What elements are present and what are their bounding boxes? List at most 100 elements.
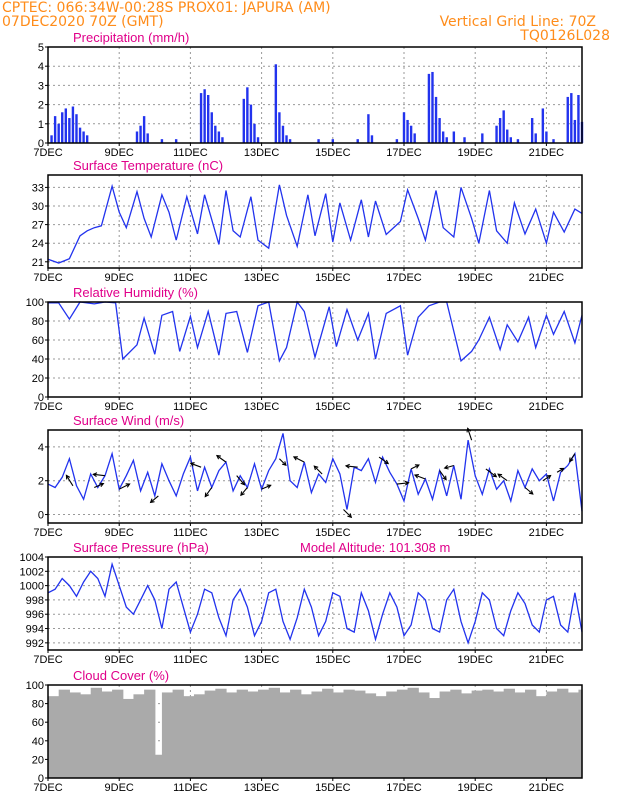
temperature-ytick-label: 24 bbox=[32, 238, 44, 250]
pressure-panel bbox=[45, 556, 583, 653]
humidity-ytick-label: 80 bbox=[32, 316, 44, 328]
cloud-area-segment bbox=[396, 689, 409, 778]
temperature-title: Surface Temperature (nC) bbox=[73, 158, 223, 173]
wind-line bbox=[47, 433, 583, 512]
temperature-xtick-label: 11DEC bbox=[173, 272, 208, 284]
temperature-xtick-label: 15DEC bbox=[315, 272, 351, 284]
cloud-area-segment bbox=[144, 689, 156, 778]
wind-vector-shaft bbox=[410, 464, 420, 470]
humidity-frame bbox=[47, 301, 583, 398]
humidity-ytick-label: 100 bbox=[26, 297, 44, 309]
cloud-area-segment bbox=[364, 693, 377, 778]
pressure-ytick-label: 1004 bbox=[20, 552, 44, 564]
wind-xtick-label: 13DEC bbox=[244, 527, 280, 539]
precipitation-bar bbox=[207, 95, 210, 143]
precipitation-bar bbox=[434, 96, 438, 143]
cloud-area-segment bbox=[578, 689, 583, 778]
wind-vector-head bbox=[92, 472, 98, 478]
cloud-xtick-label: 7DEC bbox=[33, 782, 62, 794]
cloud-area-segment bbox=[460, 693, 473, 778]
pressure-ytick-label: 998 bbox=[26, 595, 44, 607]
wind-vector-head bbox=[125, 483, 131, 488]
cloud-area-segment bbox=[535, 696, 547, 778]
precipitation-bar bbox=[274, 64, 278, 143]
precipitation-bar bbox=[199, 93, 203, 143]
precipitation-bar bbox=[431, 71, 434, 143]
wind-vector-head bbox=[215, 454, 221, 460]
precipitation-xtick-label: 9DEC bbox=[105, 147, 134, 159]
temperature-ytick-label: 21 bbox=[32, 257, 44, 269]
precipitation-xtick-label: 21DEC bbox=[529, 147, 565, 159]
cloud-area-segment bbox=[161, 692, 174, 778]
cloud-area-segment bbox=[154, 754, 163, 778]
cloud-area-segment bbox=[482, 689, 494, 778]
cloud-area-segment bbox=[247, 691, 259, 778]
wind-vector-shaft bbox=[439, 470, 447, 481]
precipitation-bar bbox=[356, 139, 359, 143]
wind-vector-head bbox=[497, 473, 503, 479]
cloud-xtick-label: 11DEC bbox=[173, 782, 208, 794]
cloud-area-segment bbox=[80, 694, 92, 778]
cloud-panel bbox=[45, 684, 583, 781]
cloud-area-segment bbox=[172, 689, 184, 778]
humidity-panel bbox=[45, 300, 583, 400]
pressure-line bbox=[47, 561, 583, 645]
pressure-xtick-label: 17DEC bbox=[386, 654, 422, 666]
cloud-ytick-label: 0 bbox=[38, 773, 44, 785]
wind-vector-head bbox=[492, 472, 498, 478]
pressure-xtick-label: 13DEC bbox=[244, 654, 280, 666]
precipitation-bar bbox=[509, 137, 512, 143]
precipitation-bar bbox=[534, 133, 537, 143]
cloud-area-segment bbox=[428, 698, 441, 778]
cloud-ytick-label: 60 bbox=[32, 717, 44, 729]
wind-vector-head bbox=[240, 491, 245, 497]
humidity-xtick-label: 17DEC bbox=[386, 401, 422, 413]
precipitation-bar bbox=[413, 133, 416, 143]
wind-vector-head bbox=[443, 464, 449, 470]
wind-xtick-label: 17DEC bbox=[386, 527, 422, 539]
cloud-area-segment bbox=[300, 694, 313, 778]
pressure-ytick-label: 992 bbox=[26, 638, 44, 650]
precipitation-bar bbox=[135, 131, 139, 143]
precipitation-bar bbox=[427, 73, 431, 143]
precipitation-bar bbox=[541, 108, 545, 143]
precipitation-bar bbox=[498, 118, 502, 143]
wind-vector-head bbox=[442, 475, 447, 481]
cloud-area-segment bbox=[557, 688, 569, 778]
precipitation-bar bbox=[288, 139, 292, 143]
wind-title: Surface Wind (m/s) bbox=[73, 413, 184, 428]
precipitation-bar bbox=[242, 98, 245, 143]
pressure-frame bbox=[47, 556, 583, 651]
precipitation-bar bbox=[253, 123, 256, 143]
wind-ytick-label: 0 bbox=[38, 510, 44, 522]
wind-vector-head bbox=[149, 498, 155, 504]
cloud-ytick-label: 20 bbox=[32, 754, 44, 766]
precipitation-bar bbox=[82, 131, 85, 143]
precipitation-xtick-label: 15DEC bbox=[315, 147, 351, 159]
cloud-area-segment bbox=[90, 687, 102, 778]
wind-vector-head bbox=[65, 474, 71, 480]
precipitation-ytick-label: 4 bbox=[38, 61, 44, 73]
cloud-area-segment bbox=[386, 691, 398, 778]
precipitation-ytick-label: 0 bbox=[38, 138, 44, 150]
precipitation-bar bbox=[441, 131, 445, 143]
precipitation-bar bbox=[174, 139, 178, 143]
cloud-area-segment bbox=[322, 688, 334, 778]
wind-vector-shaft bbox=[204, 487, 213, 497]
wind-vector-shaft bbox=[485, 468, 497, 478]
cloud-area-segment bbox=[418, 692, 430, 778]
pressure-xtick-label: 9DEC bbox=[105, 654, 134, 666]
cloud-area-segment bbox=[503, 688, 515, 778]
wind-vector-shaft bbox=[414, 474, 426, 480]
precipitation-bar bbox=[370, 135, 374, 143]
precipitation-bar bbox=[545, 131, 548, 143]
cloud-area-segment bbox=[48, 696, 60, 778]
precipitation-bar bbox=[445, 137, 448, 143]
wind-vector-shaft bbox=[444, 464, 454, 469]
precipitation-bar bbox=[57, 123, 60, 143]
precipitation-bar bbox=[406, 119, 409, 143]
cloud-area-segment bbox=[204, 690, 216, 778]
temperature-xtick-label: 13DEC bbox=[244, 272, 280, 284]
wind-vector-head bbox=[189, 462, 195, 467]
